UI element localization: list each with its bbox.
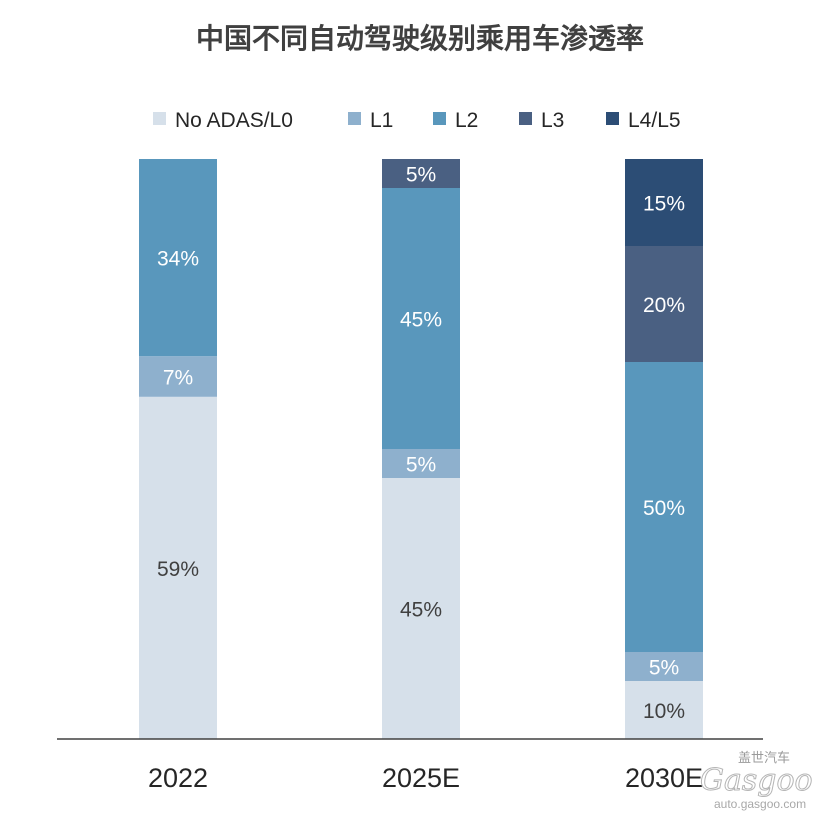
watermark: 盖世汽车 Gasgoo auto.gasgoo.com (700, 750, 814, 811)
bar-segment (139, 396, 217, 739)
watermark-logo: Gasgoo (700, 763, 813, 798)
bar-segment (625, 681, 703, 739)
bars: 59% 7% 34% 45% 5% 45% 5% 10% 5% 50% 20% 15% (139, 159, 703, 739)
bar-segment (382, 188, 460, 449)
data-label: 15% (643, 193, 685, 216)
x-tick-label: 2022 (148, 763, 208, 793)
bar-segment (625, 652, 703, 681)
bar-segment (382, 478, 460, 739)
legend-label: L4/L5 (628, 109, 681, 132)
bar-segment (625, 246, 703, 362)
bar-segment (625, 159, 703, 246)
legend-swatch (606, 112, 619, 125)
data-label: 20% (643, 294, 685, 317)
data-label: 5% (406, 454, 436, 477)
legend-label: L2 (455, 109, 478, 132)
legend-swatch (519, 112, 532, 125)
legend-label: L1 (370, 109, 393, 132)
x-tick-label: 2025E (382, 763, 460, 793)
data-label: 7% (163, 367, 193, 390)
watermark-url: auto.gasgoo.com (714, 797, 806, 811)
data-label: 50% (643, 497, 685, 520)
data-label: 5% (649, 657, 679, 680)
watermark-brand-cn: 盖世汽车 (738, 750, 790, 766)
data-label: 34% (157, 248, 199, 271)
bar-segment (139, 356, 217, 397)
x-tick-label: 2030E (625, 763, 703, 793)
data-label: 45% (400, 599, 442, 622)
legend-swatch (348, 112, 361, 125)
data-label: 5% (406, 164, 436, 187)
data-label: 45% (400, 309, 442, 332)
legend-swatch (153, 112, 166, 125)
legend-swatch (433, 112, 446, 125)
legend-label: No ADAS/L0 (175, 109, 293, 132)
chart-title: 中国不同自动驾驶级别乘用车渗透率 (196, 22, 644, 55)
data-label: 10% (643, 700, 685, 723)
bar-segment (382, 159, 460, 188)
data-label: 59% (157, 558, 199, 581)
bar-segment (625, 362, 703, 652)
x-axis-ticks: 2022 2025E 2030E (148, 763, 703, 793)
legend-label: L3 (541, 109, 564, 132)
bar-segment (139, 159, 217, 357)
legend: No ADAS/L0 L1 L2 L3 L4/L5 (153, 109, 681, 132)
bar-segment (382, 449, 460, 478)
